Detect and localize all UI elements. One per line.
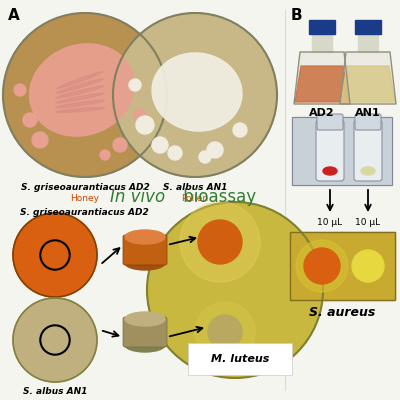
Polygon shape (295, 66, 349, 102)
FancyBboxPatch shape (123, 317, 167, 347)
Ellipse shape (125, 312, 165, 326)
Ellipse shape (56, 86, 104, 98)
Circle shape (233, 123, 247, 137)
Text: S. albus AN1: S. albus AN1 (163, 183, 227, 192)
Bar (292, 117, 392, 185)
Circle shape (113, 138, 127, 152)
Circle shape (13, 298, 97, 382)
Circle shape (198, 220, 242, 264)
Ellipse shape (56, 100, 104, 108)
Ellipse shape (152, 53, 242, 131)
Ellipse shape (30, 44, 134, 136)
Ellipse shape (56, 79, 104, 93)
Circle shape (296, 240, 348, 292)
Text: AN1: AN1 (355, 108, 381, 118)
Circle shape (152, 137, 168, 153)
Text: A: A (8, 8, 20, 23)
Ellipse shape (125, 230, 165, 244)
Bar (312, 32, 332, 52)
FancyBboxPatch shape (355, 114, 381, 130)
Circle shape (32, 132, 48, 148)
FancyBboxPatch shape (316, 120, 344, 181)
Text: S. albus AN1: S. albus AN1 (23, 387, 87, 396)
Circle shape (14, 84, 26, 96)
Circle shape (195, 302, 255, 362)
Polygon shape (340, 52, 396, 104)
Text: 10 μL: 10 μL (318, 218, 342, 227)
Circle shape (13, 213, 97, 297)
Text: Pollen: Pollen (182, 194, 208, 203)
Circle shape (199, 151, 211, 163)
FancyBboxPatch shape (354, 120, 382, 181)
Ellipse shape (361, 167, 375, 175)
Text: S. griseoaurantiacus AD2: S. griseoaurantiacus AD2 (20, 208, 149, 217)
FancyBboxPatch shape (123, 235, 167, 265)
Circle shape (136, 116, 154, 134)
FancyBboxPatch shape (188, 343, 292, 375)
Bar (290, 232, 395, 300)
Circle shape (147, 202, 323, 378)
Circle shape (352, 250, 384, 282)
Bar (358, 32, 378, 52)
Text: bioassay: bioassay (178, 188, 256, 206)
Ellipse shape (125, 256, 165, 270)
Circle shape (3, 13, 167, 177)
FancyBboxPatch shape (317, 114, 343, 130)
Text: 10 μL: 10 μL (356, 218, 380, 227)
Bar (290, 232, 395, 300)
Circle shape (23, 113, 37, 127)
Text: AD2: AD2 (309, 108, 335, 118)
Text: S. griseoaurantiacus AD2: S. griseoaurantiacus AD2 (21, 183, 149, 192)
Circle shape (134, 109, 146, 121)
Polygon shape (294, 52, 350, 104)
Ellipse shape (56, 107, 104, 113)
Bar (309, 20, 335, 34)
Circle shape (100, 150, 110, 160)
Bar (355, 20, 381, 34)
Circle shape (304, 248, 340, 284)
Circle shape (168, 146, 182, 160)
Bar (292, 117, 392, 185)
Circle shape (180, 202, 260, 282)
Circle shape (208, 315, 242, 349)
Circle shape (207, 142, 223, 158)
Polygon shape (341, 66, 395, 102)
Circle shape (129, 79, 141, 91)
Ellipse shape (56, 93, 104, 103)
Ellipse shape (57, 72, 103, 88)
Text: M. luteus: M. luteus (211, 354, 269, 364)
Text: S. aureus: S. aureus (309, 306, 376, 319)
Ellipse shape (323, 167, 337, 175)
Circle shape (113, 13, 277, 177)
Text: B: B (291, 8, 303, 23)
Ellipse shape (125, 338, 165, 352)
Text: Honey: Honey (70, 194, 100, 203)
Text: In vivo: In vivo (110, 188, 165, 206)
